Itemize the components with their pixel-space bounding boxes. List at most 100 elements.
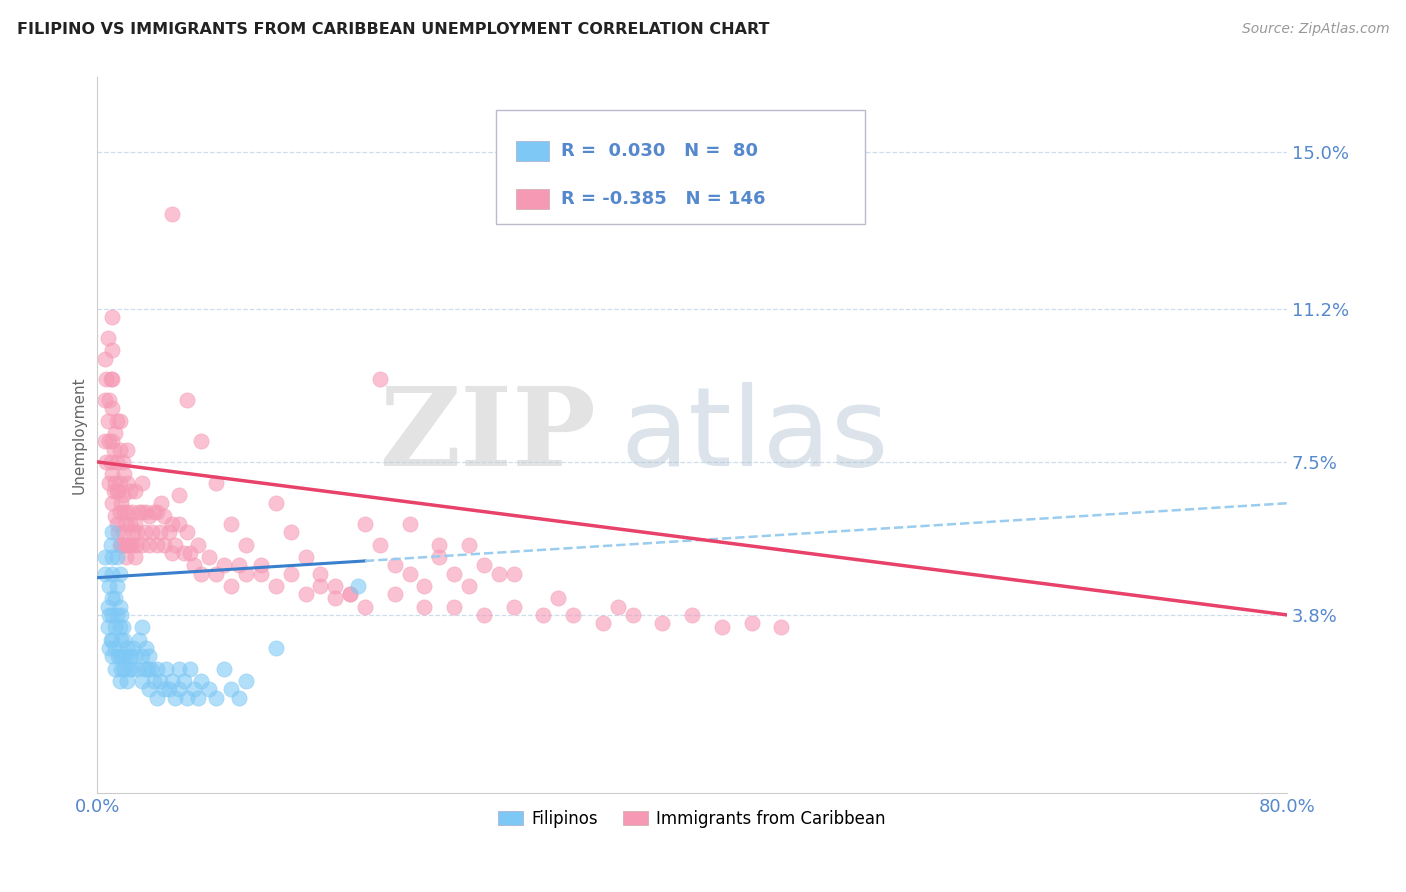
Point [97, 413, 120, 427]
Point [122, 640, 145, 655]
Point [108, 442, 131, 457]
Point [710, 620, 733, 634]
Point [101, 566, 124, 581]
Point [443, 566, 465, 581]
Point [309, 579, 332, 593]
Point [108, 599, 131, 614]
Point [235, 538, 257, 552]
Point [219, 516, 242, 531]
Point [101, 591, 124, 606]
Text: Source: ZipAtlas.com: Source: ZipAtlas.com [1241, 22, 1389, 37]
Point [112, 662, 135, 676]
Point [427, 538, 450, 552]
Point [108, 649, 131, 664]
Point [606, 599, 628, 614]
Point [681, 607, 703, 622]
Point [117, 538, 139, 552]
Point [592, 616, 614, 631]
Point [104, 591, 127, 606]
Point [112, 632, 135, 647]
Point [101, 343, 124, 358]
Point [101, 649, 124, 664]
Point [94, 351, 117, 366]
Point [111, 525, 134, 540]
Point [120, 649, 142, 664]
Point [531, 607, 554, 622]
Point [131, 673, 153, 688]
Point [205, 475, 228, 490]
Point [97, 599, 120, 614]
Point [228, 690, 250, 705]
Point [153, 538, 176, 552]
Point [472, 558, 495, 573]
Point [146, 504, 169, 518]
Point [112, 538, 135, 552]
Point [115, 673, 138, 688]
Point [108, 413, 131, 427]
Point [280, 525, 302, 540]
Point [97, 331, 120, 345]
Point [323, 579, 346, 593]
Point [250, 558, 273, 573]
Point [153, 682, 176, 697]
Point [142, 673, 165, 688]
Point [105, 549, 128, 564]
Point [131, 538, 153, 552]
Point [104, 620, 127, 634]
Point [160, 673, 183, 688]
Point [250, 566, 273, 581]
Point [94, 566, 117, 581]
Point [163, 690, 186, 705]
Point [173, 673, 195, 688]
Point [190, 434, 212, 449]
Point [264, 640, 287, 655]
Point [153, 508, 176, 523]
Point [111, 620, 134, 634]
Text: FILIPINO VS IMMIGRANTS FROM CARIBBEAN UNEMPLOYMENT CORRELATION CHART: FILIPINO VS IMMIGRANTS FROM CARIBBEAN UN… [17, 22, 769, 37]
Point [108, 538, 131, 552]
Point [770, 620, 793, 634]
Point [100, 632, 122, 647]
Point [502, 599, 524, 614]
Point [488, 566, 510, 581]
Point [114, 516, 136, 531]
Point [115, 475, 138, 490]
Point [110, 632, 132, 647]
Point [139, 662, 162, 676]
Point [98, 640, 121, 655]
Legend: Filipinos, Immigrants from Caribbean: Filipinos, Immigrants from Caribbean [492, 803, 893, 834]
Point [141, 525, 163, 540]
Point [105, 483, 128, 498]
Point [212, 558, 235, 573]
Point [190, 673, 212, 688]
Point [101, 525, 124, 540]
Point [157, 525, 180, 540]
Point [142, 504, 165, 518]
Point [108, 673, 131, 688]
Point [339, 587, 361, 601]
Point [176, 392, 198, 407]
Point [108, 504, 131, 518]
Point [107, 483, 129, 498]
Point [198, 549, 221, 564]
Point [458, 579, 481, 593]
Point [323, 591, 346, 606]
Point [368, 538, 391, 552]
Point [398, 566, 420, 581]
Point [121, 538, 143, 552]
Point [354, 516, 377, 531]
Point [127, 662, 149, 676]
Point [124, 483, 146, 498]
Point [115, 504, 138, 518]
Point [111, 488, 134, 502]
Point [108, 620, 131, 634]
Point [212, 662, 235, 676]
Text: R =  0.030   N =  80: R = 0.030 N = 80 [561, 142, 758, 160]
Point [179, 662, 201, 676]
Point [472, 607, 495, 622]
Point [108, 566, 131, 581]
Point [96, 372, 118, 386]
Point [100, 372, 122, 386]
Text: atlas: atlas [620, 382, 889, 489]
Point [115, 442, 138, 457]
